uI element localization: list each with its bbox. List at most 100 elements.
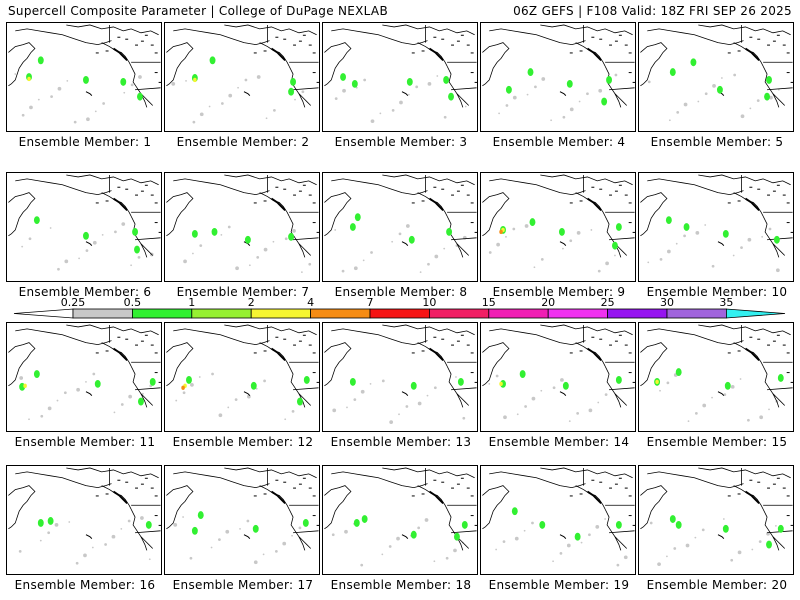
scp-low-mark xyxy=(101,233,104,236)
island xyxy=(727,52,731,54)
island xyxy=(618,334,622,336)
scp-low-mark xyxy=(130,264,133,267)
scp-low-mark xyxy=(775,268,780,273)
island xyxy=(253,495,257,497)
scp-low-mark xyxy=(362,259,365,262)
scp-mark xyxy=(615,376,622,384)
member-label: Ensemble Member: 1 xyxy=(18,135,152,149)
scp-low-mark xyxy=(284,237,288,241)
island xyxy=(579,50,583,52)
scp-mark xyxy=(149,377,156,386)
scp-low-mark xyxy=(256,75,261,79)
island xyxy=(308,44,312,46)
colorbar-box xyxy=(310,308,371,319)
coastline xyxy=(382,467,475,479)
island xyxy=(135,44,138,46)
island xyxy=(727,495,731,497)
scp-low-mark xyxy=(228,93,233,98)
scp-mark xyxy=(37,56,44,65)
member-label: Ensemble Member: 9 xyxy=(492,285,626,299)
scp-low-mark xyxy=(396,536,400,541)
scp-low-mark xyxy=(758,540,762,543)
scp-low-mark xyxy=(605,261,609,266)
colorbar-box xyxy=(369,308,430,319)
scp-low-mark xyxy=(291,409,295,413)
coastline xyxy=(112,490,128,505)
map-panel xyxy=(6,465,162,575)
island xyxy=(749,336,753,338)
island xyxy=(470,372,474,374)
coastline xyxy=(417,192,448,217)
colorbar-box xyxy=(607,308,668,319)
scp-mark xyxy=(722,524,729,533)
ensemble-panel: Ensemble Member: 17 xyxy=(164,465,322,593)
hawaii-outline xyxy=(401,91,409,97)
scp-low-mark xyxy=(580,541,583,544)
scp-low-mark xyxy=(391,240,394,243)
colorbar: 0.25 0.5 1 2 4 7 10 15 20 25 30 35 xyxy=(13,296,786,319)
island xyxy=(441,38,445,40)
scp-low-mark xyxy=(355,86,358,89)
scp-low-mark xyxy=(498,112,500,115)
coastline xyxy=(66,174,159,186)
hawaii-outline xyxy=(401,391,409,397)
coastline xyxy=(428,47,444,62)
island xyxy=(125,338,129,340)
coastline xyxy=(428,347,444,362)
island xyxy=(421,350,425,352)
scp-low-mark xyxy=(769,95,773,100)
coastline xyxy=(698,24,791,36)
scp-low-mark xyxy=(398,413,400,416)
scp-low-mark xyxy=(234,398,238,401)
scp-mark xyxy=(606,76,612,84)
coastline xyxy=(101,485,132,510)
coastline xyxy=(270,47,286,62)
scp-low-mark xyxy=(777,88,780,91)
scp-low-mark xyxy=(388,545,392,548)
coastline xyxy=(446,366,470,406)
scp-low-mark xyxy=(64,259,69,264)
scp-low-mark xyxy=(614,73,618,77)
scp-mark xyxy=(675,520,682,529)
coastline xyxy=(140,393,148,408)
coastline xyxy=(489,28,586,46)
scp-mark xyxy=(499,381,503,387)
island xyxy=(624,44,628,46)
scp-low-mark xyxy=(57,86,62,91)
coastline xyxy=(647,178,744,196)
scp-mark xyxy=(773,235,780,244)
scp-mark xyxy=(361,515,368,523)
island xyxy=(158,231,161,233)
ensemble-panel: Ensemble Member: 8 xyxy=(322,172,480,300)
scp-low-mark xyxy=(588,408,593,413)
island xyxy=(312,352,316,354)
scp-low-mark xyxy=(541,77,546,81)
scp-low-mark xyxy=(512,95,517,100)
scp-low-mark xyxy=(120,527,123,530)
scp-low-mark xyxy=(199,112,204,117)
scp-low-mark xyxy=(711,396,713,399)
scp-mark xyxy=(288,87,295,96)
scp-low-mark xyxy=(495,548,498,551)
coastline xyxy=(446,509,470,549)
ensemble-panel: Ensemble Member: 6 xyxy=(6,172,164,300)
scp-low-mark xyxy=(381,553,384,556)
coastline xyxy=(173,471,270,489)
coastline xyxy=(382,324,475,336)
scp-low-mark xyxy=(512,227,516,231)
colorbar-high-extend xyxy=(726,308,786,319)
island xyxy=(599,188,603,190)
scp-low-mark xyxy=(399,100,403,105)
scp-low-mark xyxy=(21,245,24,248)
island xyxy=(298,40,302,42)
scp-mark xyxy=(669,515,676,523)
island xyxy=(749,186,753,188)
island xyxy=(460,184,464,186)
scp-low-mark xyxy=(189,556,193,560)
scp-low-mark xyxy=(405,405,409,408)
scp-low-mark xyxy=(768,227,772,231)
island xyxy=(293,344,296,346)
island xyxy=(263,350,267,352)
coastline xyxy=(331,178,428,196)
island xyxy=(275,36,279,38)
